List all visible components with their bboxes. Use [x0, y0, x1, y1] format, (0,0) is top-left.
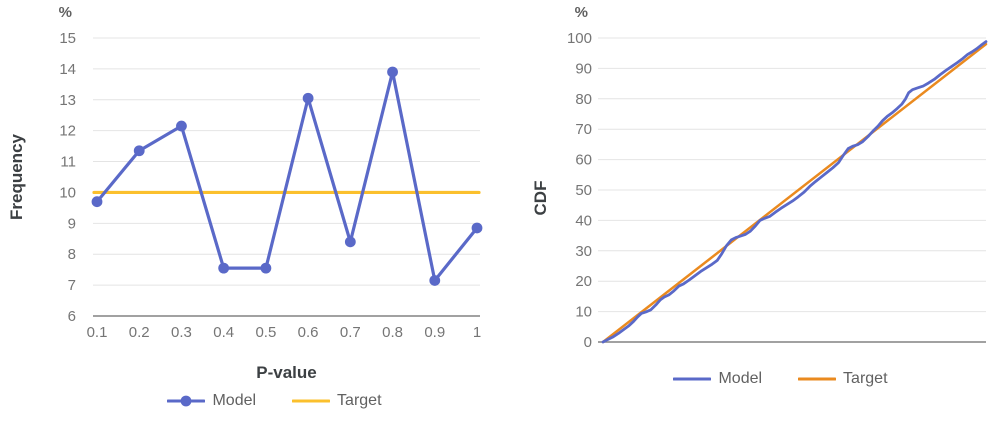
legend-item-target: Target — [798, 370, 888, 388]
x-tick-label: 0.9 — [424, 324, 445, 341]
model-line — [601, 40, 988, 344]
y-tick-label: 100 — [567, 30, 592, 47]
x-tick-label: 1 — [473, 324, 481, 341]
y-tick-label: 14 — [59, 61, 76, 78]
model-data-point — [91, 196, 103, 208]
legend-marker-icon — [673, 377, 712, 381]
legend-marker-icon — [798, 377, 837, 381]
x-tick-label: 0.3 — [171, 324, 192, 341]
x-axis-title: P-value — [256, 363, 317, 382]
y-tick-label: 80 — [575, 91, 592, 108]
x-tick-label: 0.4 — [213, 324, 234, 341]
y-tick-label: 9 — [68, 215, 76, 232]
model-data-point — [133, 145, 145, 157]
y-tick-label: 0 — [584, 334, 592, 351]
x-tick-label: 0.8 — [382, 324, 403, 341]
y-tick-label: 15 — [59, 30, 76, 47]
legend-marker-icon — [292, 399, 331, 403]
x-tick-label: 0.1 — [87, 324, 108, 341]
legend-item-model: Model — [167, 392, 256, 410]
y-tick-label: 30 — [575, 243, 592, 260]
x-tick-label: 0.7 — [340, 324, 361, 341]
legend-label: Target — [843, 370, 888, 387]
model-line — [95, 70, 479, 283]
y-tick-label: 40 — [575, 212, 592, 229]
y-tick-label: 7 — [68, 277, 76, 294]
target-line — [601, 42, 988, 344]
legend-label: Model — [212, 392, 257, 409]
y-axis-unit: % — [574, 4, 588, 21]
x-tick-label: 0.2 — [129, 324, 150, 341]
model-data-point — [471, 222, 483, 234]
legend-item-model: Model — [673, 370, 762, 388]
model-data-point — [218, 262, 230, 274]
model-data-point — [260, 262, 272, 274]
model-data-point — [302, 92, 314, 104]
y-tick-label: 70 — [575, 121, 592, 138]
y-tick-label: 11 — [60, 154, 76, 171]
legend-label: Model — [718, 370, 763, 387]
y-tick-label: 60 — [575, 152, 592, 169]
legend: Model Target — [587, 370, 974, 388]
y-tick-label: 50 — [575, 182, 592, 199]
y-tick-label: 13 — [59, 92, 76, 109]
model-data-point — [387, 66, 398, 78]
legend-label: Target — [337, 392, 382, 409]
frequency-chart: % Frequency 6 7 8 9 10 11 12 13 14 15 0.1 0.2 0.3 0.4… — [7, 4, 483, 410]
cdf-plot-area: 0 10 20 30 40 50 60 70 80 90 100 — [567, 30, 988, 351]
cdf-chart: % CDF 0 10 20 30 40 50 60 70 80 90 100 Model Target — [500, 0, 1000, 425]
legend: Model Target — [81, 392, 468, 410]
y-tick-label: 6 — [68, 308, 76, 325]
model-data-point — [176, 120, 187, 132]
y-tick-label: 90 — [575, 60, 592, 77]
model-data-point — [344, 236, 356, 248]
model-data-point — [429, 275, 441, 286]
y-tick-label: 8 — [68, 246, 76, 263]
x-tick-label: 0.6 — [298, 324, 319, 341]
y-axis-unit: % — [58, 4, 72, 21]
y-tick-label: 10 — [59, 184, 76, 201]
legend-marker-icon — [167, 395, 206, 407]
frequency-plot-area: 6 7 8 9 10 11 12 13 14 15 0.1 0.2 0.3 0.4 0.5 0.6 0.7 0.8… — [59, 30, 483, 341]
x-tick-label: 0.5 — [255, 324, 276, 341]
legend-item-target: Target — [292, 392, 382, 410]
y-tick-label: 20 — [575, 273, 592, 290]
y-tick-label: 12 — [59, 123, 76, 140]
y-tick-label: 10 — [575, 304, 592, 321]
legend-dot — [181, 395, 192, 407]
